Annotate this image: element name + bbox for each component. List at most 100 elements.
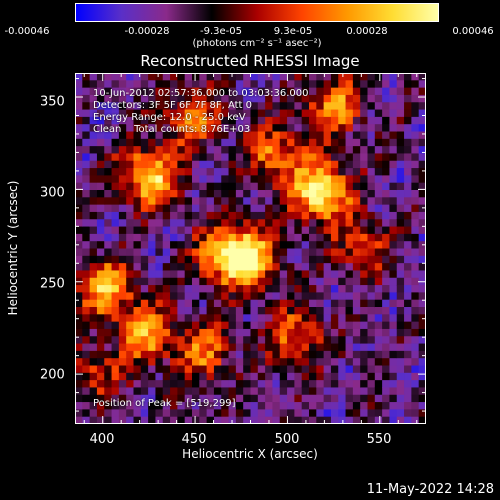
heatmap-cell	[367, 248, 376, 257]
heatmap-cell	[140, 270, 149, 279]
heatmap-cell	[170, 328, 178, 337]
heatmap-cell	[213, 73, 222, 81]
heatmap-cell	[323, 80, 332, 89]
heatmap-cell	[279, 94, 288, 103]
heatmap-cell	[126, 204, 134, 213]
heatmap-cell	[118, 241, 127, 249]
heatmap-cell	[155, 255, 164, 264]
heatmap-cell	[111, 168, 120, 176]
colorbar-tick: -0.00046	[4, 26, 50, 37]
heatmap-cell	[111, 314, 120, 323]
heatmap-cell	[96, 131, 105, 140]
heatmap-cell	[148, 233, 156, 242]
heatmap-cell	[309, 255, 317, 264]
y-tick-label: 350	[40, 94, 65, 110]
heatmap-cell	[199, 402, 208, 410]
heatmap-cell	[104, 409, 112, 418]
heatmap-cell	[330, 211, 339, 220]
heatmap-cell	[338, 372, 346, 381]
heatmap-cell	[265, 190, 273, 198]
heatmap-cell	[148, 358, 156, 366]
heatmap-cell	[221, 365, 229, 374]
heatmap-cell	[133, 307, 142, 315]
heatmap-cell	[118, 190, 127, 198]
heatmap-cell	[309, 226, 317, 235]
heatmap-cell	[323, 160, 332, 169]
heatmap-cell	[118, 321, 127, 330]
heatmap-cell	[148, 321, 156, 330]
heatmap-cell	[272, 270, 281, 279]
heatmap-cell	[404, 233, 412, 242]
heatmap-cell	[404, 219, 412, 227]
heatmap-cell	[140, 285, 149, 293]
heatmap-cell	[360, 219, 368, 227]
heatmap-cell	[221, 204, 229, 213]
heatmap-cell	[228, 292, 237, 301]
heatmap-cell	[111, 387, 120, 396]
heatmap-cell	[404, 307, 412, 315]
heatmap-cell	[184, 394, 193, 403]
heatmap-cell	[294, 219, 303, 227]
heatmap-cell	[272, 182, 281, 191]
heatmap-cell	[96, 80, 105, 89]
heatmap-cell	[367, 372, 376, 381]
heatmap-cell	[352, 299, 361, 308]
heatmap-cell	[75, 380, 83, 388]
heatmap-cell	[265, 314, 273, 323]
heatmap-cell	[309, 277, 317, 286]
heatmap-cell	[265, 394, 273, 403]
heatmap-cell	[382, 372, 390, 381]
heatmap-cell	[360, 124, 368, 132]
heatmap-cell	[235, 160, 244, 169]
heatmap-cell	[155, 109, 164, 118]
heatmap-cell	[148, 146, 156, 154]
heatmap-cell	[148, 219, 156, 227]
heatmap-cell	[367, 197, 376, 206]
heatmap-cell	[257, 190, 266, 198]
heatmap-cell	[360, 73, 368, 81]
heatmap-cell	[250, 358, 259, 366]
heatmap-cell	[126, 372, 134, 381]
heatmap-cell	[213, 365, 222, 374]
heatmap-cell	[192, 307, 200, 315]
heatmap-cell	[75, 321, 83, 330]
heatmap-cell	[287, 350, 295, 359]
heatmap-cell	[111, 277, 120, 286]
heatmap-cell	[389, 336, 398, 344]
heatmap-cell	[96, 343, 105, 352]
heatmap-cell	[411, 160, 420, 169]
heatmap-cell	[133, 138, 142, 147]
heatmap-cell	[192, 131, 200, 140]
heatmap-cell	[250, 350, 259, 359]
heatmap-cell	[418, 402, 426, 410]
heatmap-cell	[243, 241, 251, 249]
heatmap-cell	[338, 350, 346, 359]
heatmap-cell	[338, 182, 346, 191]
heatmap-cell	[126, 307, 134, 315]
heatmap-cell	[228, 233, 237, 242]
heatmap-cell	[118, 285, 127, 293]
heatmap-cell	[199, 321, 208, 330]
heatmap-cell	[301, 94, 310, 103]
heatmap-cell	[338, 109, 346, 118]
heatmap-cell	[367, 270, 376, 279]
heatmap-cell	[316, 138, 325, 147]
heatmap-cell	[148, 109, 156, 118]
heatmap-cell	[301, 263, 310, 271]
heatmap-cell	[404, 80, 412, 89]
heatmap-cell	[140, 219, 149, 227]
heatmap-cell	[155, 226, 164, 235]
heatmap-cell	[301, 394, 310, 403]
heatmap-cell	[374, 387, 383, 396]
heatmap-cell	[360, 387, 368, 396]
heatmap-cell	[367, 299, 376, 308]
heatmap-cell	[111, 153, 120, 162]
heatmap-cell	[265, 299, 273, 308]
heatmap-cell	[206, 343, 215, 352]
heatmap-cell	[148, 263, 156, 271]
heatmap-cell	[301, 292, 310, 301]
heatmap-cell	[301, 168, 310, 176]
heatmap-cell	[133, 226, 142, 235]
heatmap-cell	[301, 402, 310, 410]
heatmap-cell	[243, 372, 251, 381]
